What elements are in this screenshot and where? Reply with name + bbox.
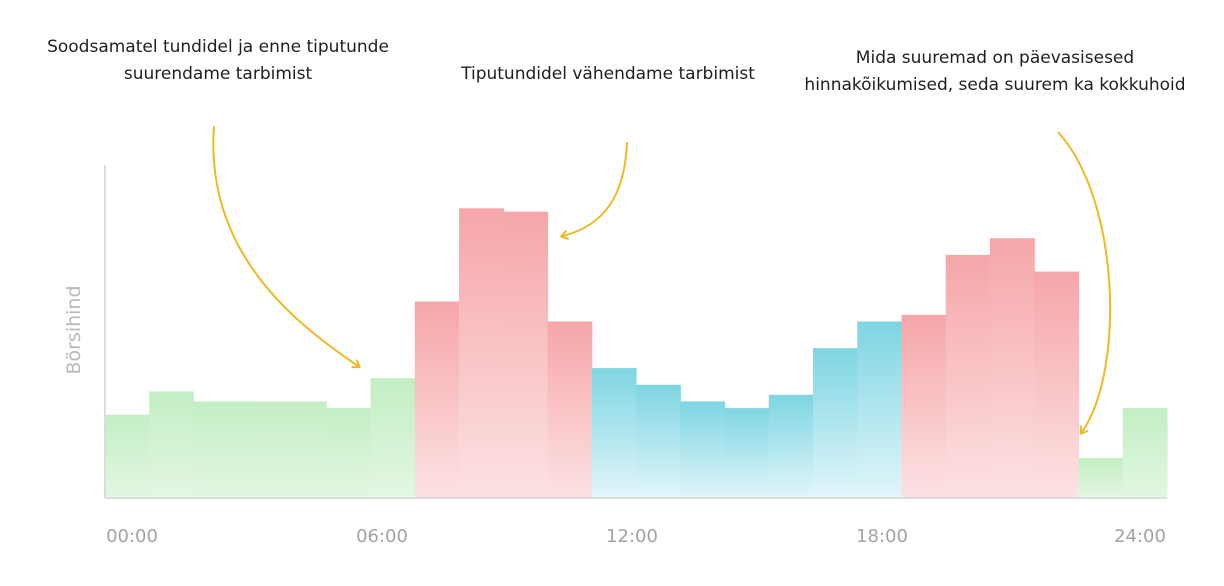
price-bar-mid xyxy=(680,401,726,498)
price-bar-cheap xyxy=(282,401,327,498)
price-bar-mid xyxy=(636,384,681,498)
price-bar-peak xyxy=(901,314,947,498)
x-tick-label: 00:00 xyxy=(106,526,158,547)
x-tick-label: 06:00 xyxy=(356,526,408,547)
price-bar-cheap xyxy=(237,401,283,498)
price-bar-peak xyxy=(990,238,1035,498)
price-bar-mid xyxy=(591,368,637,498)
annotation-cheap-hours: Soodsamatel tundidel ja enne tiputunde s… xyxy=(47,37,389,84)
price-bar-peak xyxy=(459,208,504,499)
price-bar-peak xyxy=(945,254,991,498)
price-bar-peak xyxy=(547,321,593,498)
arrow-right xyxy=(1057,131,1112,435)
price-bar-cheap xyxy=(193,401,239,498)
price-bar-cheap xyxy=(149,391,195,498)
x-tick-label: 18:00 xyxy=(856,526,908,547)
price-bar-mid xyxy=(768,394,814,498)
price-bar-mid xyxy=(724,408,770,498)
x-tick-label: 12:00 xyxy=(606,526,658,547)
price-bar-cheap xyxy=(326,408,372,498)
price-bar-mid xyxy=(857,321,903,498)
price-bar-peak xyxy=(1034,271,1080,498)
y-axis-label: Börsihind xyxy=(63,285,85,375)
x-tick-label: 24:00 xyxy=(1114,526,1166,547)
price-bar-cheap xyxy=(1122,408,1168,498)
price-bar-cheap xyxy=(105,414,150,498)
price-bar-peak xyxy=(503,211,549,498)
price-bar-peak xyxy=(414,301,460,498)
price-bars xyxy=(105,208,1168,499)
price-bar-cheap xyxy=(370,378,416,498)
annotation-savings: Mida suuremad on päevasisesed hinnakõiku… xyxy=(804,48,1186,95)
annotation-peak-hours: Tiputundidel vähendame tarbimist xyxy=(461,64,755,84)
arrow-left xyxy=(212,125,361,369)
arrow-middle xyxy=(560,141,628,240)
price-bar-mid xyxy=(813,348,858,498)
price-bar-cheap xyxy=(1078,458,1124,498)
